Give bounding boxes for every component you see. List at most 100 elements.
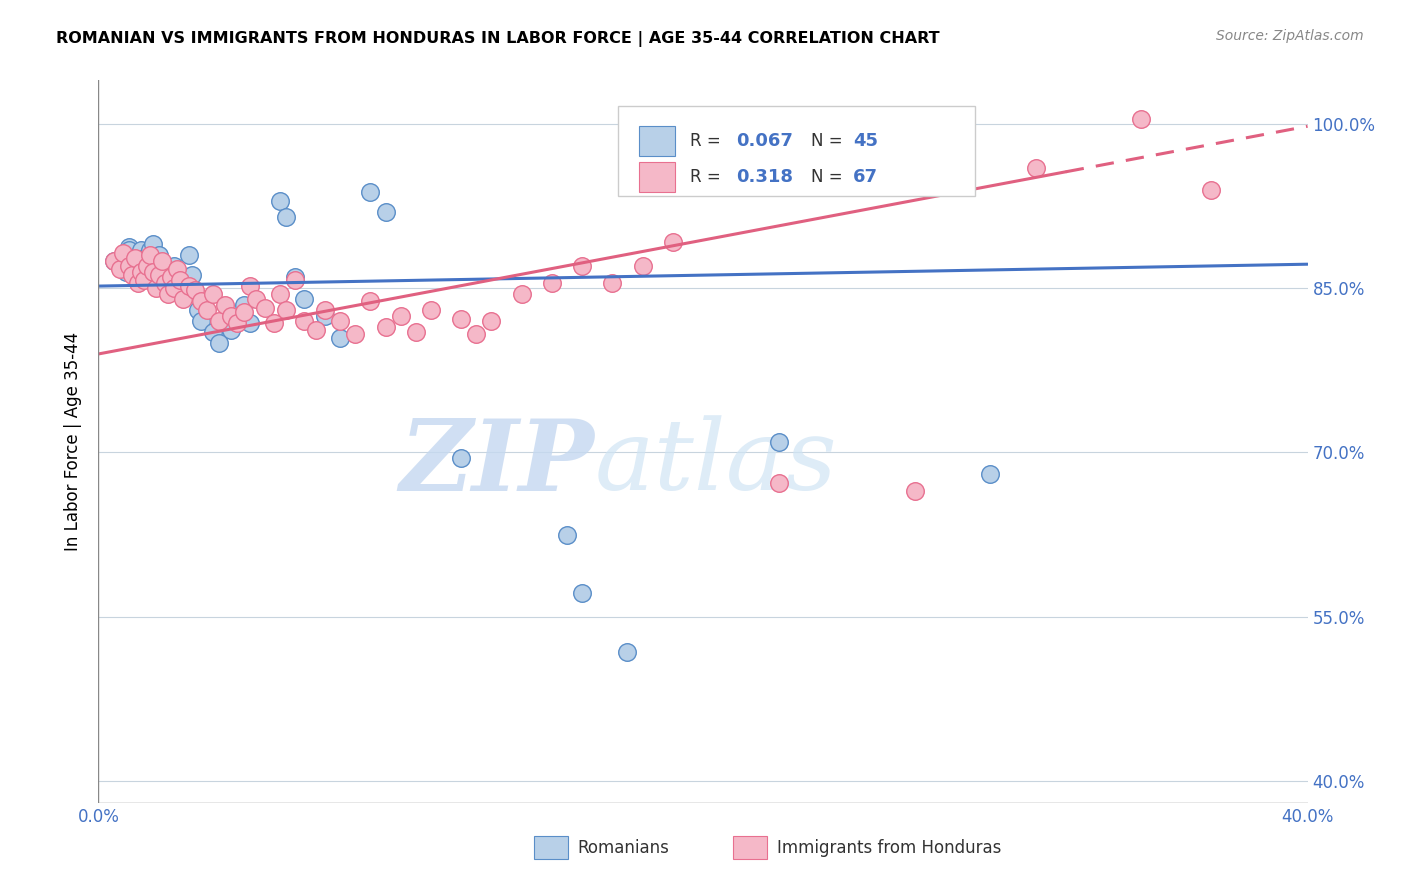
Text: N =: N = xyxy=(811,132,842,150)
Point xyxy=(184,284,207,298)
Point xyxy=(571,585,593,599)
Point xyxy=(314,309,336,323)
Point xyxy=(661,235,683,250)
Point xyxy=(768,476,790,491)
Point xyxy=(124,257,146,271)
Point xyxy=(114,265,136,279)
Point xyxy=(284,272,307,286)
FancyBboxPatch shape xyxy=(734,836,768,859)
Point xyxy=(314,303,336,318)
Point xyxy=(768,434,790,449)
Point xyxy=(329,330,352,344)
Point xyxy=(1130,112,1153,126)
FancyBboxPatch shape xyxy=(534,836,568,859)
Point xyxy=(148,268,170,282)
Point xyxy=(127,276,149,290)
Point xyxy=(127,268,149,282)
Text: 0.318: 0.318 xyxy=(735,169,793,186)
Point xyxy=(148,257,170,271)
Point xyxy=(420,303,443,318)
Text: 67: 67 xyxy=(853,169,877,186)
Point xyxy=(135,253,157,268)
Point xyxy=(269,286,291,301)
Point xyxy=(118,260,141,274)
Point xyxy=(163,260,186,274)
Point xyxy=(1199,183,1222,197)
Point xyxy=(190,294,212,309)
Point xyxy=(481,314,503,328)
Point xyxy=(153,276,176,290)
Point xyxy=(239,316,262,330)
Point xyxy=(118,251,141,265)
Point xyxy=(344,327,367,342)
Point xyxy=(202,325,225,339)
Point xyxy=(142,261,165,276)
Point xyxy=(374,319,396,334)
Point xyxy=(108,260,131,274)
Point xyxy=(389,309,412,323)
Point xyxy=(129,243,152,257)
Point xyxy=(221,323,243,337)
Point xyxy=(360,294,382,309)
Point xyxy=(292,314,315,328)
Point xyxy=(132,261,155,276)
Text: Immigrants from Honduras: Immigrants from Honduras xyxy=(776,838,1001,856)
Point xyxy=(239,279,262,293)
Point xyxy=(156,286,179,301)
Point xyxy=(172,292,194,306)
Point xyxy=(166,276,188,290)
Text: R =: R = xyxy=(690,169,720,186)
Point xyxy=(142,265,165,279)
Point xyxy=(169,272,191,286)
Point xyxy=(129,265,152,279)
Point xyxy=(1024,161,1046,175)
FancyBboxPatch shape xyxy=(619,105,976,196)
Point xyxy=(148,248,170,262)
Point xyxy=(121,268,143,282)
Point xyxy=(181,268,204,282)
Text: ZIP: ZIP xyxy=(399,415,595,511)
Point xyxy=(405,325,427,339)
Point xyxy=(602,276,624,290)
Point xyxy=(450,312,472,326)
Point xyxy=(160,270,183,285)
Point xyxy=(305,323,328,337)
Text: Romanians: Romanians xyxy=(578,838,669,856)
Point xyxy=(118,240,141,254)
Point xyxy=(132,251,155,265)
Text: N =: N = xyxy=(811,169,842,186)
Point xyxy=(510,286,533,301)
Point xyxy=(169,268,191,282)
Point xyxy=(631,260,654,274)
Point xyxy=(145,281,167,295)
Point xyxy=(118,243,141,257)
Point xyxy=(269,194,291,208)
FancyBboxPatch shape xyxy=(638,162,675,193)
Text: 45: 45 xyxy=(853,132,877,150)
Point xyxy=(292,292,315,306)
Point xyxy=(179,248,201,262)
Point xyxy=(142,237,165,252)
Point xyxy=(253,301,276,315)
Point xyxy=(465,327,488,342)
FancyBboxPatch shape xyxy=(638,126,675,156)
Point xyxy=(111,246,134,260)
Point xyxy=(156,272,179,286)
Point xyxy=(616,645,638,659)
Point xyxy=(263,316,285,330)
Point xyxy=(245,292,267,306)
Point xyxy=(139,243,162,257)
Y-axis label: In Labor Force | Age 35-44: In Labor Force | Age 35-44 xyxy=(65,332,83,551)
Point xyxy=(374,204,396,219)
Point xyxy=(329,314,352,328)
Point xyxy=(132,272,155,286)
Text: ROMANIAN VS IMMIGRANTS FROM HONDURAS IN LABOR FORCE | AGE 35-44 CORRELATION CHAR: ROMANIAN VS IMMIGRANTS FROM HONDURAS IN … xyxy=(56,31,939,47)
Point xyxy=(232,305,254,319)
Point xyxy=(450,450,472,465)
Point xyxy=(274,303,297,318)
Point xyxy=(979,467,1001,482)
Text: atlas: atlas xyxy=(595,416,837,511)
Point xyxy=(555,527,578,541)
Point xyxy=(195,303,218,318)
Point xyxy=(202,286,225,301)
